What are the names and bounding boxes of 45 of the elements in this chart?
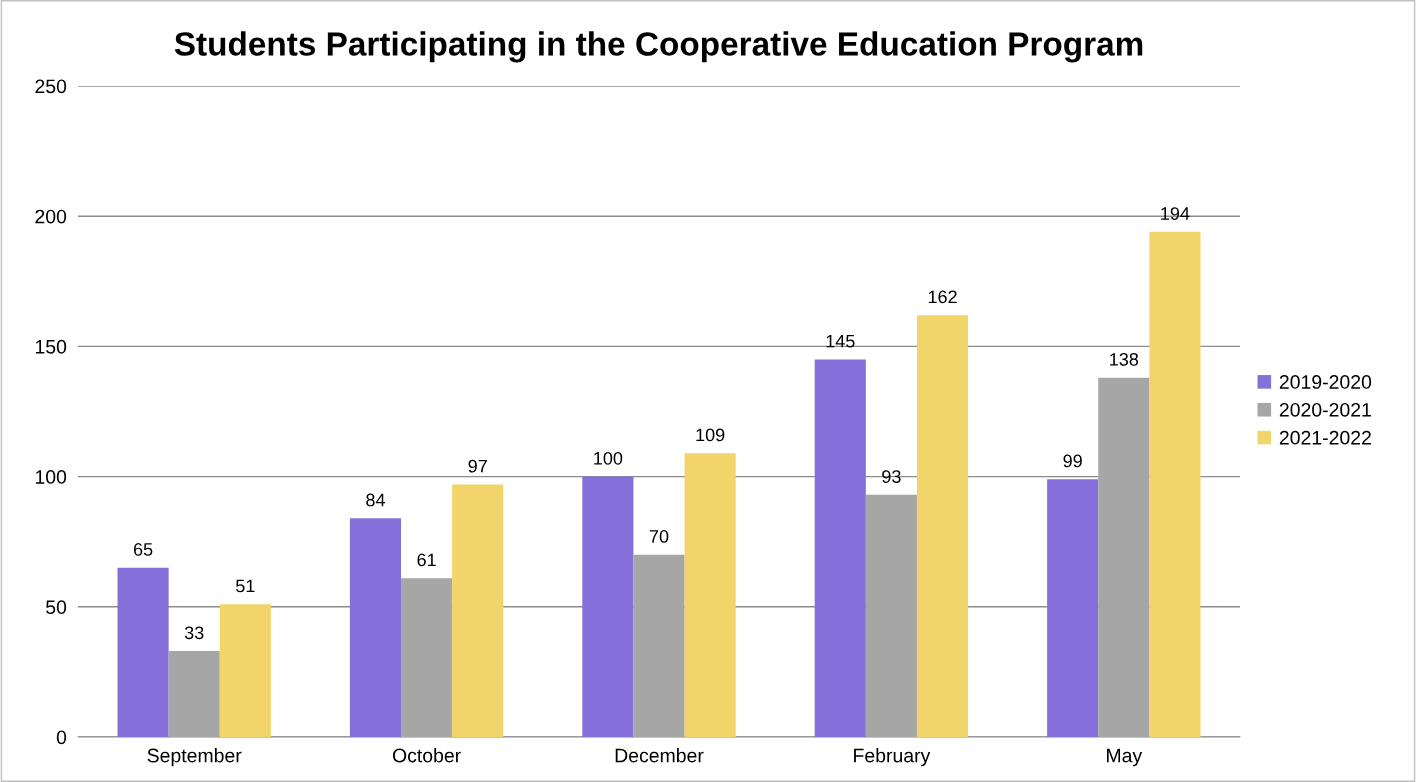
data-label: 51 bbox=[236, 579, 255, 593]
bar bbox=[916, 315, 969, 737]
bar bbox=[117, 567, 169, 737]
data-label: 84 bbox=[366, 493, 385, 507]
y-tick-label: 0 bbox=[56, 730, 67, 745]
y-tick-label: 200 bbox=[35, 209, 67, 224]
y-tick-label: 250 bbox=[35, 79, 67, 94]
data-label: 33 bbox=[184, 626, 204, 640]
data-label: 162 bbox=[928, 290, 957, 304]
chart-title: Students Participating in the Cooperative Education Program bbox=[174, 31, 1143, 63]
bar bbox=[1149, 231, 1201, 737]
bar bbox=[1047, 479, 1099, 737]
x-tick-label: December bbox=[615, 748, 704, 763]
legend-label: 2020-2021 bbox=[1279, 402, 1371, 417]
bar bbox=[349, 518, 402, 737]
bar bbox=[219, 604, 271, 737]
data-label: 97 bbox=[468, 459, 487, 473]
bar bbox=[168, 651, 220, 737]
y-tick-label: 50 bbox=[46, 600, 67, 615]
data-label: 65 bbox=[133, 543, 153, 556]
legend-label: 2019-2020 bbox=[1279, 375, 1372, 389]
bar bbox=[865, 494, 917, 737]
data-label: 61 bbox=[417, 553, 436, 567]
data-label: 100 bbox=[594, 451, 623, 465]
x-tick-label: February bbox=[854, 748, 931, 767]
y-tick-label: 150 bbox=[35, 339, 67, 354]
x-tick-label: October bbox=[392, 748, 461, 763]
bar bbox=[452, 484, 504, 737]
data-label: 194 bbox=[1161, 207, 1190, 220]
data-label: 109 bbox=[696, 428, 725, 442]
data-label: 93 bbox=[882, 470, 901, 483]
data-label: 138 bbox=[1110, 352, 1139, 366]
x-tick-label: May bbox=[1107, 748, 1143, 767]
y-tick-label: 100 bbox=[35, 470, 67, 484]
bar bbox=[582, 476, 634, 737]
legend-label: 2021-2022 bbox=[1279, 430, 1371, 445]
bar bbox=[633, 554, 685, 737]
bar bbox=[1098, 377, 1150, 737]
x-tick-label: September bbox=[147, 748, 242, 767]
bar bbox=[401, 578, 453, 737]
data-label: 145 bbox=[826, 334, 855, 348]
bar bbox=[814, 359, 866, 737]
data-label: 70 bbox=[649, 530, 669, 543]
bar bbox=[684, 453, 736, 737]
data-label: 99 bbox=[1063, 454, 1082, 468]
